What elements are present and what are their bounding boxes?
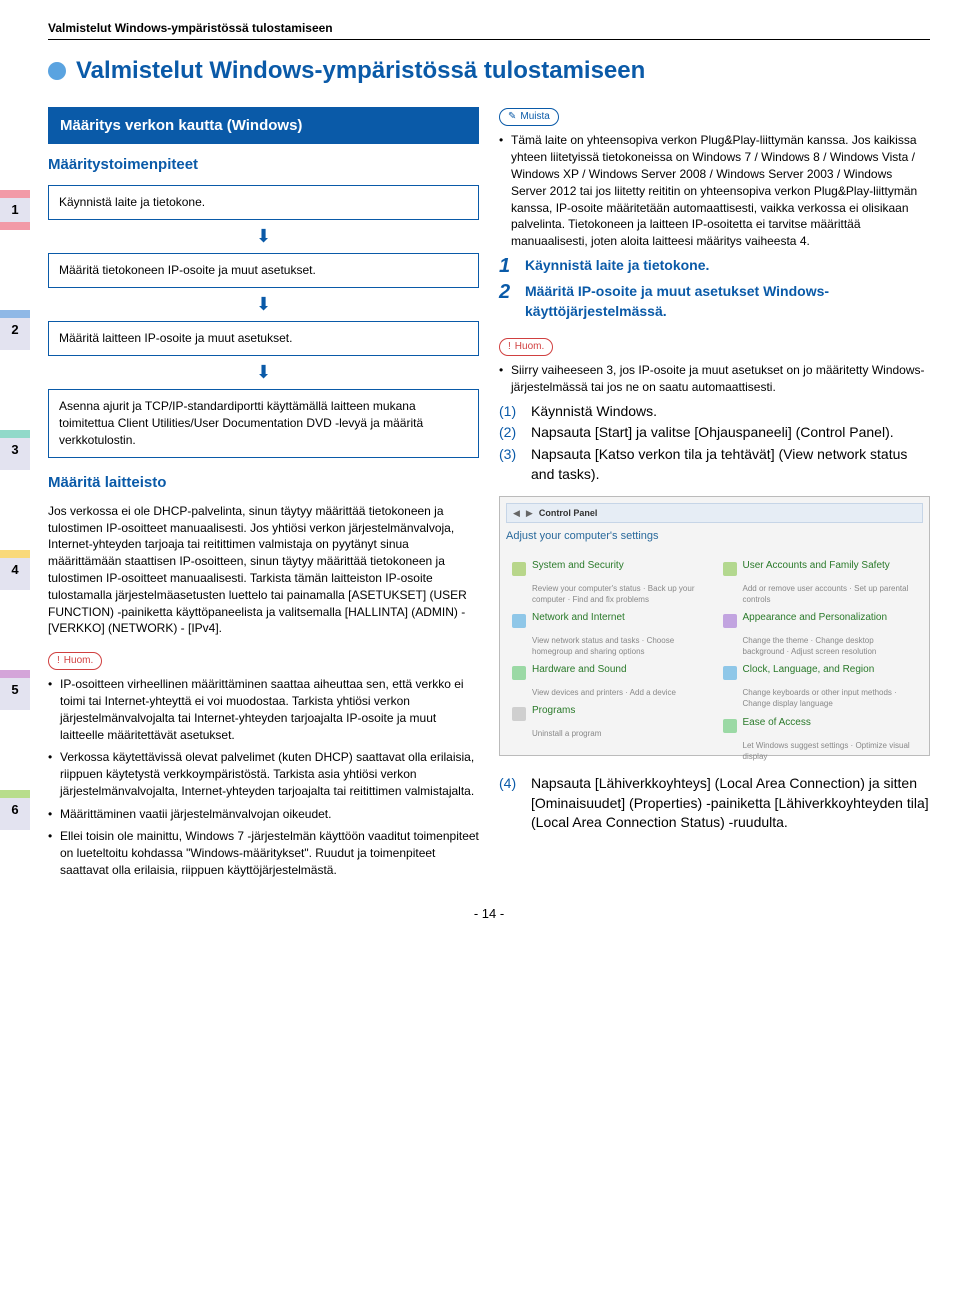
flow-step-1: Käynnistä laite ja tietokone. xyxy=(48,185,479,220)
tab-5[interactable]: 5 xyxy=(0,670,30,710)
tab-2[interactable]: 2 xyxy=(0,310,30,350)
alert-icon: ! xyxy=(508,340,511,354)
screenshot-col-left: System and SecurityReview your computer'… xyxy=(512,559,707,769)
remember-badge: ✎Muista xyxy=(499,108,559,126)
arrow-down-icon: ⬇ xyxy=(48,360,479,385)
note-badge: !Huom. xyxy=(48,652,102,670)
cp-item: Network and Internet xyxy=(512,611,707,631)
running-header: Valmistelut Windows-ympäristössä tulosta… xyxy=(48,20,930,40)
flow-step-4: Asenna ajurit ja TCP/IP-standardiportti … xyxy=(48,389,479,457)
globe-icon xyxy=(512,614,526,628)
tab-4[interactable]: 4 xyxy=(0,550,30,590)
back-icon: ◀ xyxy=(513,507,520,520)
step-1: 1Käynnistä laite ja tietokone. xyxy=(499,256,930,276)
alert-icon: ! xyxy=(57,654,60,668)
cp-item: Clock, Language, and Region xyxy=(723,663,918,683)
arrow-down-icon: ⬇ xyxy=(48,224,479,249)
note-badge: !Huom. xyxy=(499,338,553,356)
cp-item: Programs xyxy=(512,704,707,724)
bullet-icon xyxy=(48,62,66,80)
flow-step-3: Määritä laitteen IP-osoite ja muut asetu… xyxy=(48,321,479,356)
subheading-hardware: Määritä laitteisto xyxy=(48,472,479,493)
section-heading-network: Määritys verkon kautta (Windows) xyxy=(48,107,479,144)
cp-item: User Accounts and Family Safety xyxy=(723,559,918,579)
control-panel-screenshot: ◀ ▶ Control Panel Adjust your computer's… xyxy=(499,496,930,756)
user-icon xyxy=(723,562,737,576)
note-intro: Siirry vaiheeseen 3, jos IP-osoite ja mu… xyxy=(499,362,930,396)
printer-icon xyxy=(512,666,526,680)
window-titlebar: ◀ ▶ Control Panel xyxy=(506,503,923,523)
shield-icon xyxy=(512,562,526,576)
tab-6[interactable]: 6 xyxy=(0,790,30,830)
pencil-icon: ✎ xyxy=(508,110,516,124)
note-item: Verkossa käytettävissä olevat palvelimet… xyxy=(48,749,479,799)
sidebar-tabs: 1 2 3 4 5 6 xyxy=(0,20,40,923)
tab-3[interactable]: 3 xyxy=(0,430,30,470)
programs-icon xyxy=(512,707,526,721)
page-number: - 14 - xyxy=(48,905,930,923)
substep-2: (2)Napsauta [Start] ja valitse [Ohjauspa… xyxy=(499,423,930,443)
step-2: 2Määritä IP-osoite ja muut asetukset Win… xyxy=(499,282,930,321)
cp-item: System and Security xyxy=(512,559,707,579)
appearance-icon xyxy=(723,614,737,628)
cp-item: Ease of Access xyxy=(723,716,918,736)
flow-step-2: Määritä tietokoneen IP-osoite ja muut as… xyxy=(48,253,479,288)
remember-para: Tämä laite on yhteensopiva verkon Plug&P… xyxy=(499,132,930,250)
cp-item: Hardware and Sound xyxy=(512,663,707,683)
screenshot-heading: Adjust your computer's settings xyxy=(506,529,923,544)
subheading-steps: Määritystoimenpiteet xyxy=(48,154,479,175)
screenshot-col-right: User Accounts and Family SafetyAdd or re… xyxy=(723,559,918,769)
page-title: Valmistelut Windows-ympäristössä tulosta… xyxy=(48,54,930,88)
arrow-down-icon: ⬇ xyxy=(48,292,479,317)
hardware-paragraph: Jos verkossa ei ole DHCP-palvelinta, sin… xyxy=(48,503,479,637)
substep-1: (1)Käynnistä Windows. xyxy=(499,402,930,422)
note-item: Määrittäminen vaatii järjestelmänvalvoja… xyxy=(48,806,479,823)
substep-3: (3)Napsauta [Katso verkon tila ja tehtäv… xyxy=(499,445,930,484)
substep-4: (4)Napsauta [Lähiverkkoyhteys] (Local Ar… xyxy=(499,774,930,833)
forward-icon: ▶ xyxy=(526,507,533,520)
ease-icon xyxy=(723,719,737,733)
tab-1[interactable]: 1 xyxy=(0,190,30,230)
note-item: IP-osoitteen virheellinen määrittäminen … xyxy=(48,676,479,743)
cp-item: Appearance and Personalization xyxy=(723,611,918,631)
note-item: Ellei toisin ole mainittu, Windows 7 -jä… xyxy=(48,828,479,878)
clock-icon xyxy=(723,666,737,680)
